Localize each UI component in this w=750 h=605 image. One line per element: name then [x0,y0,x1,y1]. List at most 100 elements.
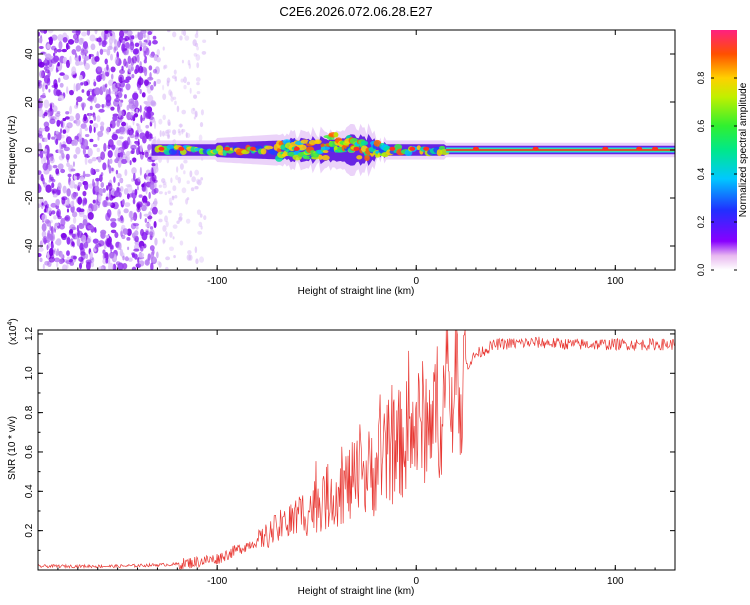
spectrogram-noise-cell [127,64,133,74]
spectrogram-noise-cell [120,215,124,221]
spectrogram-noise-cell [109,242,113,250]
spectrogram-noise-cell [82,190,87,197]
spectrogram-noise-cell [46,233,53,241]
spectrogram-faint-cell [192,107,195,111]
spectrogram-noise-cell [38,82,41,87]
spectrogram-noise-cell [48,179,51,183]
spectrogram-noise-cell [100,229,107,235]
spectrogram-noise-cell [114,190,121,198]
spectrogram-faint-cell [175,174,179,181]
spectrogram-noise-cell [107,158,110,168]
spectrogram-noise-cell [147,33,150,43]
spectrogram-noise-cell [105,258,109,264]
spectrogram-noise-cell [77,181,82,188]
spectrogram-noise-cell [132,114,135,121]
spectrogram-faint-cell [174,195,178,199]
spectrogram-noise-cell [87,158,93,164]
spectrogram-noise-cell [149,231,154,236]
spectrogram-noise-cell [77,196,83,205]
signal-blob [356,155,363,160]
spectrogram-noise-cell [40,97,43,102]
spectrogram-noise-cell [109,53,113,61]
spectrogram-noise-cell [78,136,83,144]
colorbar: 0.0 0.2 0.4 0.6 0.8 Normalized spectral ampl… [696,30,749,276]
spectrogram-noise-cell [90,167,95,175]
spectrogram-noise-cell [38,203,41,208]
snr-ytick-label: 0.8 [24,405,35,419]
snr-ytick-label: 1.2 [24,327,35,341]
spectrogram-faint-cell [186,180,190,185]
spectrogram-faint-cell [198,221,203,228]
spectrogram-noise-cell [145,110,151,118]
spectrogram-noise-cell [147,136,154,140]
spectrogram-noise-cell [55,130,59,135]
signal-blob [270,150,278,156]
spectrogram-faint-cell [185,218,191,224]
spectrogram-noise-cell [50,202,57,208]
spectrogram-noise-cell [49,118,56,125]
spectrogram-faint-cell [187,250,192,255]
spectrogram-faint-cell [190,107,196,115]
spectrogram-noise-cell [95,168,100,173]
spectrogram-noise-cell [148,65,153,71]
spectrogram-noise-cell [98,108,105,113]
signal-peak-dot [409,146,416,151]
spectrogram-noise-cell [109,123,113,128]
spectrogram-noise-cell [127,257,133,262]
spectrogram-noise-cell [76,96,83,103]
spectrogram-faint-cell [166,80,170,87]
spectrogram-noise-cell [48,157,53,162]
spectrogram-noise-cell [59,72,65,76]
spectrogram-noise-cell [129,130,133,136]
spectrogram-noise-cell [47,112,51,118]
spectrogram-noise-cell [53,215,57,220]
spectrogram-noise-cell [135,34,138,39]
spectrogram-noise-cell [43,111,48,117]
spectrogram-faint-cell [194,246,198,254]
spectrogram-noise-cell [60,232,67,239]
snr-series-line [38,330,675,570]
spectrogram-noise-cell [136,125,141,134]
spectrogram-noise-cell [127,55,132,65]
spectrogram-noise-cell [68,258,73,263]
spectrogram-faint-cell [199,256,205,263]
spectrogram-noise-cell [143,79,149,86]
colorbar-tick-label: 0.4 [696,168,706,181]
spectrogram-noise-cell [92,178,95,188]
signal-blob [314,139,322,145]
signal-blob [264,145,274,150]
spectrogram-faint-cell [178,212,183,217]
spectrogram-noise-cell [69,89,74,96]
spectrogram-noise-cell [108,262,114,270]
spectrogram-noise-cell [90,262,95,268]
spectrogram-noise-cell [73,83,76,92]
spectrogram-noise-cell [86,30,91,36]
spectrogram-noise-cell [38,134,43,139]
spectrogram-noise-cell [69,55,72,65]
spectrogram-noise-cell [84,62,90,70]
spectrogram-faint-cell [162,237,166,245]
spectrogram-faint-cell [156,56,161,63]
spectrogram-noise-cell [131,167,137,175]
spectrogram-noise-cell [92,199,96,204]
spectrogram-noise-cell [64,116,70,120]
spectrogram-faint-cell [195,77,201,82]
spectrogram-faint-cell [179,35,183,41]
spectrogram-faint-cell [158,118,163,125]
spectrogram-noise-cell [91,204,98,212]
spectrogram-faint-cell [162,114,166,121]
spectrogram-noise-cell [97,130,104,138]
colorbar-tick-label: 0.0 [696,264,706,277]
spectrogram-noise-cell [114,158,120,164]
spectrogram-noise-cell [75,112,81,121]
spectrogram-faint-cell [165,266,169,270]
spectrogram-noise-cell [122,228,129,235]
spectrogram-noise-cell [99,188,104,195]
spectrogram-noise-cell [56,261,59,268]
spectrogram-noise-cell [42,84,45,93]
spectrogram-noise-cell [143,213,150,217]
spectrogram-noise-cell [102,162,107,171]
spectrogram-noise-cell [154,162,159,169]
spectrogram-noise-cell [60,168,66,174]
spectrogram-noise-cell [87,224,94,230]
